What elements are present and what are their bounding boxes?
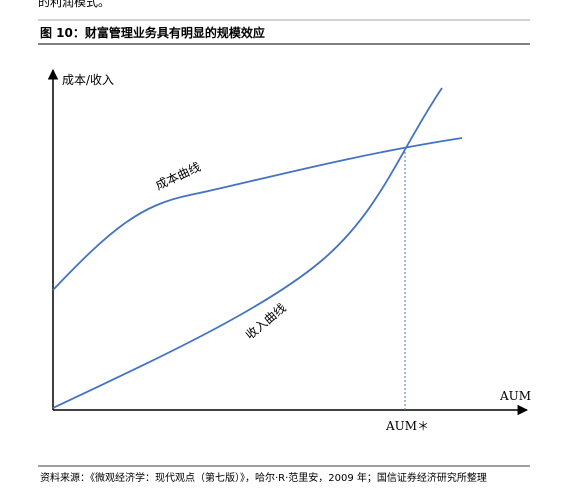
source: 资料来源：《微观经济学：现代观点（第七版）》，哈尔·R·范里安，2009 年；国…	[40, 471, 487, 484]
figure-title: 图 10：财富管理业务具有明显的规模效应	[40, 25, 265, 40]
cut-text: 的利润模式。	[38, 0, 110, 9]
x-axis-label: AUM	[499, 389, 531, 403]
curve-label: 成本曲线	[153, 160, 202, 193]
x-marker-label: AUM＊	[385, 419, 429, 433]
y-axis-label: 成本/收入	[62, 73, 114, 87]
revenue-curve	[52, 87, 443, 409]
curve-label: 收入曲线	[243, 301, 289, 343]
cost-curve	[52, 137, 463, 291]
